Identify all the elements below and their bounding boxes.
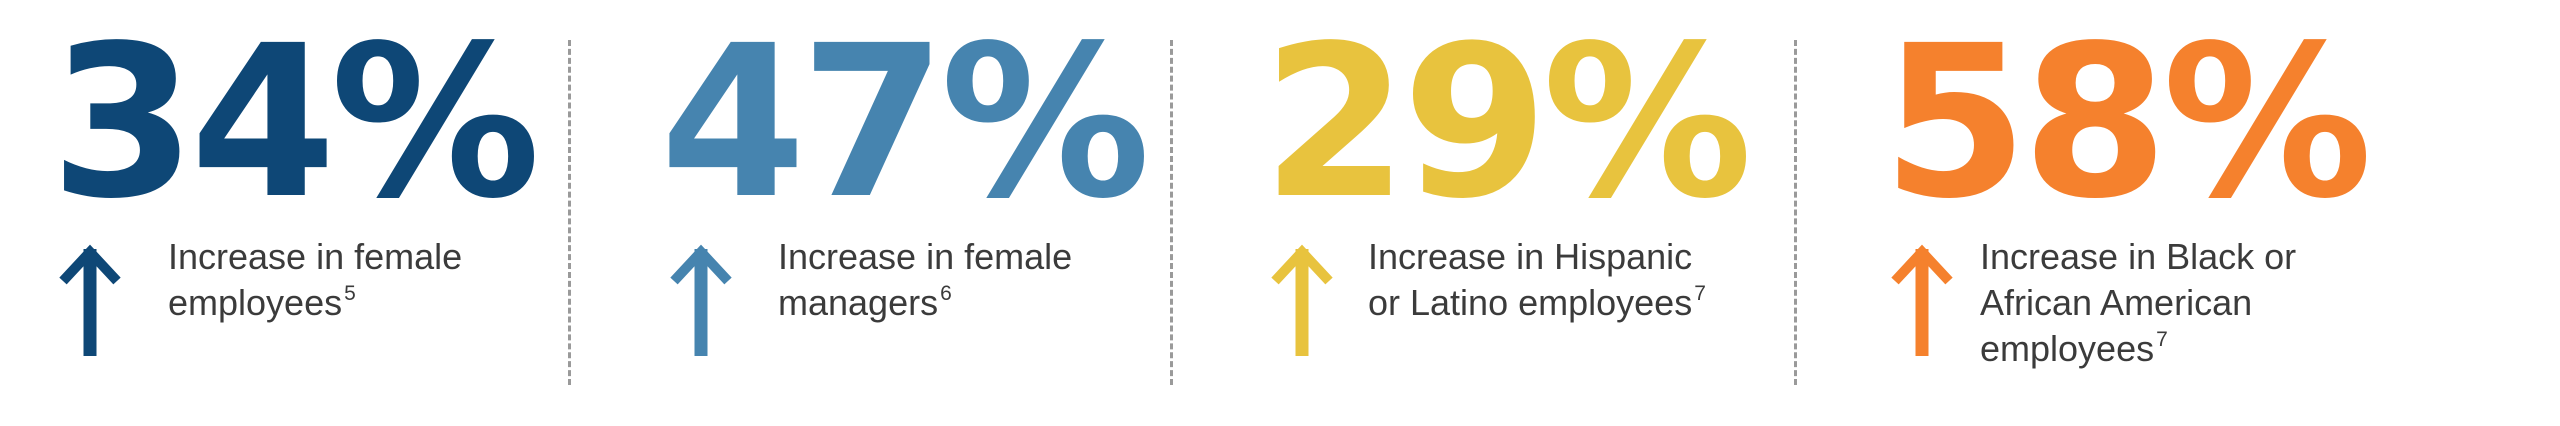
stat-description: Increase in Black or African American em… [1980, 234, 2296, 372]
footnote-marker: 7 [2156, 328, 2168, 351]
stat-value: 34% [50, 0, 541, 245]
description-line: or Latino employees [1368, 282, 1693, 323]
description-line-with-footnote: employees7 [1980, 326, 2296, 372]
dashed-divider [1794, 40, 1797, 385]
dashed-divider [568, 40, 571, 385]
description-line-with-footnote: or Latino employees7 [1368, 280, 1706, 326]
description-line-with-footnote: employees5 [168, 280, 462, 326]
description-line: employees [1980, 328, 2155, 369]
description-line: employees [168, 282, 343, 323]
description-line: African American [1980, 282, 2253, 323]
stat-value: 29% [1262, 0, 1753, 245]
dashed-divider [1170, 40, 1173, 385]
stat-description: Increase in female employees5 [168, 234, 462, 326]
description-line: Increase in female [778, 236, 1073, 277]
description-line: Increase in Black or [1980, 236, 2297, 277]
stat-value: 47% [660, 0, 1151, 245]
stat-description: Increase in Hispanic or Latino employees… [1368, 234, 1706, 326]
description-line: Increase in Hispanic [1368, 236, 1693, 277]
description-line: managers [778, 282, 939, 323]
up-arrow-icon [1271, 244, 1333, 356]
description-line-with-footnote: managers6 [778, 280, 1072, 326]
footnote-marker: 5 [344, 282, 356, 305]
up-arrow-icon [1891, 244, 1953, 356]
description-line: Increase in female [168, 236, 463, 277]
up-arrow-icon [670, 244, 732, 356]
up-arrow-icon [59, 244, 121, 356]
footnote-marker: 7 [1694, 282, 1706, 305]
footnote-marker: 6 [940, 282, 952, 305]
stat-description: Increase in female managers6 [778, 234, 1072, 326]
stat-value: 58% [1882, 0, 2373, 245]
